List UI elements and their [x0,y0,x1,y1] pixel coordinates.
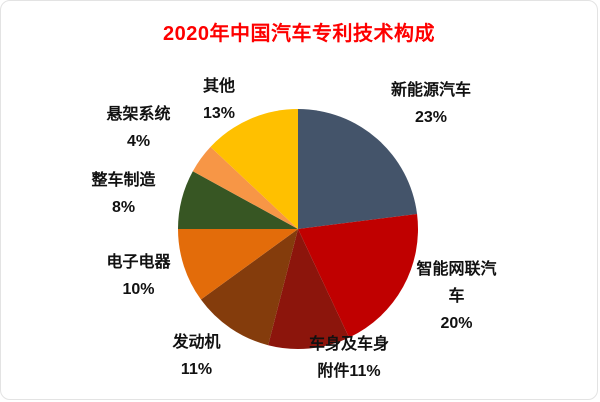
pie-label-text: 车 [448,288,465,305]
pie-label-intelligent-connected-vehicles: 智能网联汽 车 20% [409,256,504,337]
pie-label-others: 其他 13% [179,73,259,127]
pie-label-value: 4% [126,133,151,150]
pie-label-electronics: 电子电器 10% [91,249,186,303]
pie-slice-智能网联汽车 [298,213,418,338]
pie-label-text: 悬架系统 [106,106,171,123]
pie-label-body-accessories: 车身及车身 附件11% [293,331,405,385]
pie-label-value: 20% [440,315,473,332]
chart-title: 2020年中国汽车专利技术构成 [163,23,435,45]
pie-slice-其他 [210,109,298,229]
pie-slice-悬架系统 [192,146,298,229]
pie-label-value: 23% [414,109,448,126]
pie-label-value: 10% [122,281,155,298]
pie-label-text: 其他 [202,78,235,95]
pie-slice-整车制造 [178,171,298,229]
pie-label-suspension-system: 悬架系统 4% [91,101,186,155]
pie-slice-电子电器 [178,229,298,300]
pie-label-text: 车身及车身 [308,336,389,353]
pie-label-text: 发动机 [172,334,221,351]
pie-chart [178,109,418,349]
pie-label-engine: 发动机 11% [154,329,239,383]
pie-label-value: 附件11% [317,363,381,380]
pie-slice-车身及车身附件 [268,229,350,349]
pie-label-text: 智能网联汽 [416,261,497,278]
pie-slice-新能源汽车 [298,109,418,229]
pie-label-vehicle-manufacturing: 整车制造 8% [76,167,171,221]
pie-label-value: 11% [180,361,213,378]
pie-label-value: 8% [111,199,136,216]
pie-label-text: 整车制造 [91,172,156,189]
pie-slice-发动机 [200,229,298,346]
pie-label-new-energy-vehicles: 新能源汽车 23% [366,77,496,131]
pie-label-value: 13% [202,105,236,122]
pie-label-text: 电子电器 [106,254,171,271]
pie-label-text: 新能源汽车 [390,82,471,99]
